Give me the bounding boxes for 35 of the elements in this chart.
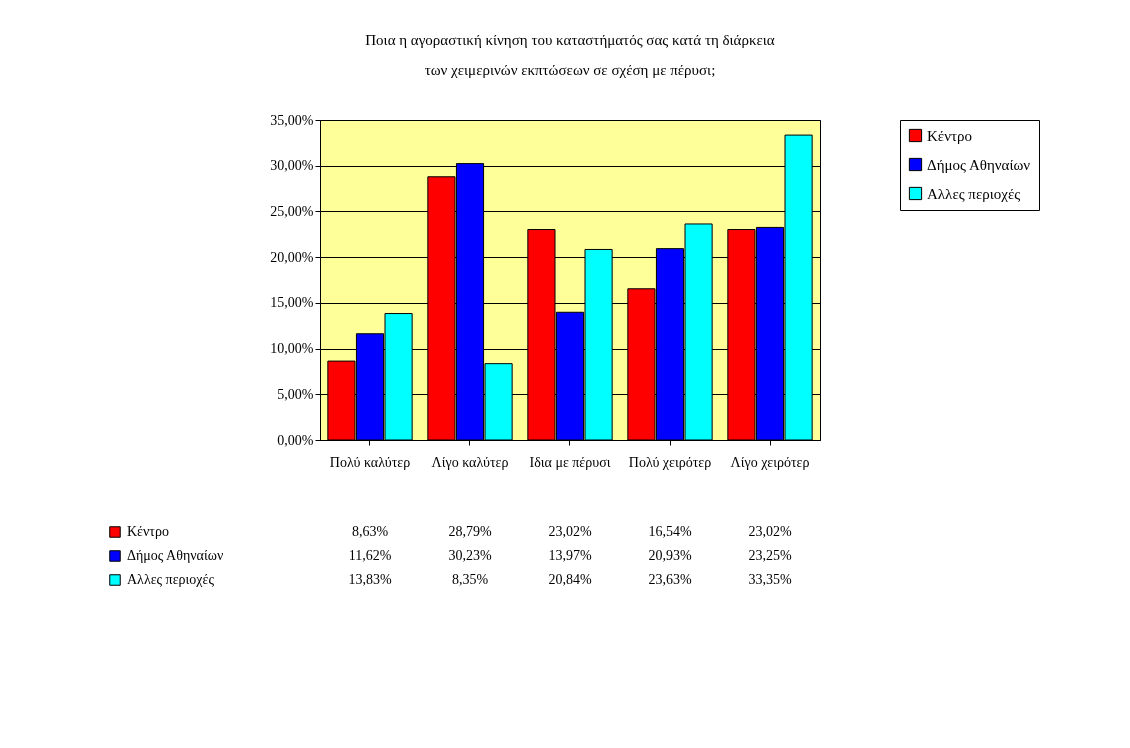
data-label: 13,97% [548, 548, 592, 563]
data-label: 11,62% [348, 548, 392, 563]
legend-label: Αλλες περιοχές [927, 185, 1021, 202]
data-label: 8,63% [351, 524, 389, 539]
text: Κέντρο [127, 524, 169, 539]
data-label: 23,63% [648, 572, 692, 587]
legend-label: Δήμος Αθηναίων [927, 156, 1031, 173]
text: Αλλες περιοχές [127, 572, 214, 587]
x-tick-label: Ιδια με πέρυσι [529, 454, 611, 470]
y-tick-label: 10,00% [270, 341, 314, 357]
x-tick-label: Πολύ χειρότερ [628, 454, 712, 470]
text: Δήμος Αθηναίων [127, 548, 224, 563]
y-tick-label: 0,00% [277, 432, 314, 448]
y-tick-label: 15,00% [270, 295, 314, 311]
y-tick-label: 25,00% [270, 203, 314, 219]
chart-title: Ποια η αγοραστική κίνηση του καταστήματός σας κατά τη διάρκεια των χειμερινών εκπτώσεων σε σχέση με πέρυσι; [365, 32, 775, 78]
data-label: 28,79% [448, 524, 492, 539]
data-label: 13,83% [348, 572, 392, 587]
data-label: 8,35% [451, 572, 489, 587]
x-tick-label: Λίγο χειρότερ [730, 454, 810, 470]
data-label: 23,25% [748, 548, 792, 563]
data-label: 23,02% [748, 524, 792, 539]
data-label: 20,93% [648, 548, 692, 563]
y-tick-label: 35,00% [270, 112, 314, 128]
legend-label: Κέντρο [927, 127, 972, 144]
data-label: 33,35% [748, 572, 792, 587]
data-label: 20,84% [548, 572, 592, 587]
y-tick-label: 20,00% [270, 249, 314, 265]
y-tick-label: 5,00% [277, 386, 314, 402]
x-tick-label: Λίγο καλύτερ [431, 454, 509, 470]
x-tick-label: Πολύ καλύτερ [329, 454, 411, 470]
y-tick-label: 30,00% [270, 158, 314, 174]
data-label: 30,23% [448, 548, 492, 563]
data-label: 23,02% [548, 524, 592, 539]
data-label: 16,54% [648, 524, 692, 539]
